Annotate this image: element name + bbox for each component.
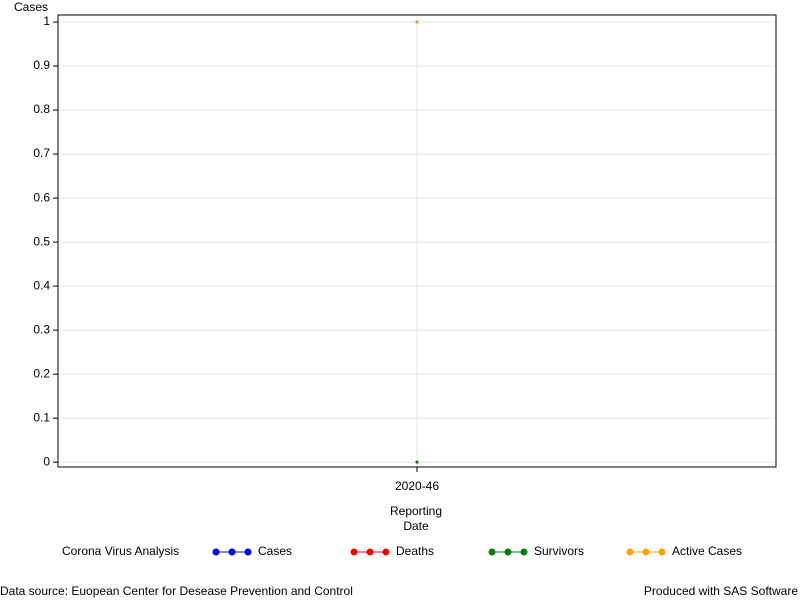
legend-swatch bbox=[350, 548, 358, 556]
legend-label: Cases bbox=[258, 544, 292, 558]
legend-swatch bbox=[520, 548, 528, 556]
y-tick-label: 0.7 bbox=[33, 146, 50, 160]
y-tick-label: 0 bbox=[43, 454, 50, 468]
footnote: Produced with SAS Software bbox=[644, 584, 798, 598]
legend-swatch bbox=[212, 548, 220, 556]
legend-label: Deaths bbox=[396, 544, 434, 558]
y-tick-label: 1 bbox=[43, 14, 50, 28]
legend-swatch bbox=[626, 548, 634, 556]
legend-swatch bbox=[228, 548, 236, 556]
y-tick-label: 0.3 bbox=[33, 322, 50, 336]
x-tick-label: 2020-46 bbox=[395, 479, 439, 493]
y-axis-label: Cases bbox=[14, 0, 48, 14]
legend-swatch bbox=[488, 548, 496, 556]
y-tick-label: 0.9 bbox=[33, 58, 50, 72]
y-tick-label: 0.6 bbox=[33, 190, 50, 204]
footnote: Data source: Euopean Center for Desease … bbox=[0, 584, 353, 598]
legend-label: Survivors bbox=[534, 544, 584, 558]
y-tick-label: 0.1 bbox=[33, 410, 50, 424]
data-point bbox=[415, 20, 419, 24]
legend-swatch bbox=[504, 548, 512, 556]
plot-frame bbox=[57, 14, 777, 468]
y-tick-label: 0.5 bbox=[33, 234, 50, 248]
y-tick-label: 0.8 bbox=[33, 102, 50, 116]
legend-swatch bbox=[658, 548, 666, 556]
legend-swatch bbox=[366, 548, 374, 556]
legend-title: Corona Virus Analysis bbox=[62, 544, 179, 558]
legend-label: Active Cases bbox=[672, 544, 742, 558]
y-tick-label: 0.2 bbox=[33, 366, 50, 380]
x-axis-label: Reporting Date bbox=[389, 504, 443, 533]
legend-swatch bbox=[642, 548, 650, 556]
legend-swatch bbox=[244, 548, 252, 556]
y-tick-label: 0.4 bbox=[33, 278, 50, 292]
data-point bbox=[415, 460, 419, 464]
legend-swatch bbox=[382, 548, 390, 556]
